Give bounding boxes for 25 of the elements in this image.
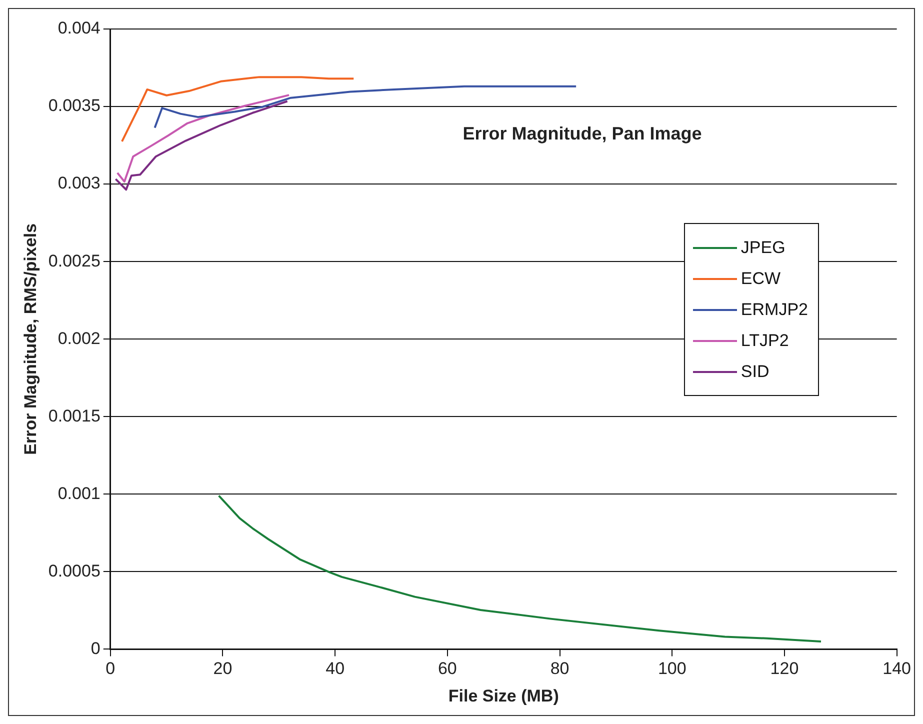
legend-label: ECW <box>740 268 781 288</box>
y-tick-label: 0.0015 <box>48 406 100 426</box>
legend-label: ERMJP2 <box>740 300 808 320</box>
x-tick-label: 20 <box>213 659 232 678</box>
x-tick-label: 120 <box>770 659 799 678</box>
y-tick-label: 0.0025 <box>48 251 100 270</box>
x-tick-label: 0 <box>106 659 116 678</box>
y-tick-label: 0.001 <box>58 484 100 503</box>
legend-label: SID <box>740 362 770 382</box>
x-tick-label: 60 <box>438 659 457 678</box>
y-tick-label: 0.0005 <box>48 561 100 580</box>
y-tick-label: 0.004 <box>58 18 100 38</box>
x-tick-label: 100 <box>658 659 686 678</box>
y-tick-label: 0.002 <box>58 328 100 348</box>
y-tick-label: 0 <box>90 638 100 658</box>
legend-label: LTJP2 <box>740 330 789 350</box>
x-tick-label: 80 <box>550 659 570 678</box>
y-tick-label: 0.0035 <box>48 96 100 116</box>
x-tick-label: 140 <box>882 659 912 678</box>
y-axis-title: Error Magnitude, RMS/pixels <box>20 223 40 455</box>
y-tick-label: 0.003 <box>58 174 100 193</box>
x-tick-label: 40 <box>326 659 345 678</box>
x-axis-title: File Size (MB) <box>448 686 559 706</box>
legend-label: JPEG <box>740 238 786 258</box>
text: Error Magnitude, Pan Image <box>462 123 702 144</box>
